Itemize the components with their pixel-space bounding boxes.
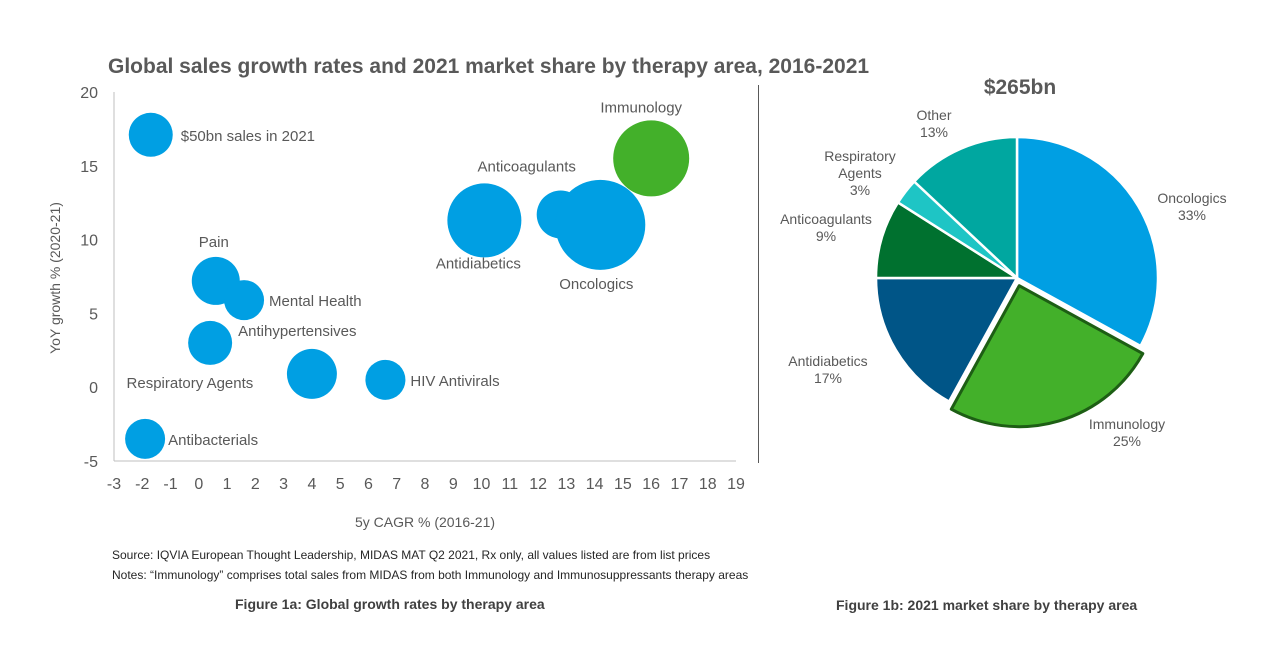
pie-label-anticoagulants: Anticoagulants 9% bbox=[780, 211, 872, 244]
x-tick-label: 11 bbox=[502, 476, 519, 493]
source-note: Source: IQVIA European Thought Leadershi… bbox=[112, 548, 711, 562]
y-tick-label: 10 bbox=[80, 233, 98, 250]
x-tick-label: 18 bbox=[699, 476, 717, 493]
bubble-label-antihypertensives: Antihypertensives bbox=[238, 323, 356, 340]
pie-slice-antidiabetics bbox=[874, 276, 1019, 403]
x-tick-label: 13 bbox=[557, 476, 575, 493]
x-tick-label: 2 bbox=[251, 476, 260, 493]
chart-title: Global sales growth rates and 2021 marke… bbox=[108, 55, 870, 78]
footnote: Notes: “Immunology” comprises total sale… bbox=[112, 568, 749, 582]
bubble-antibacterials bbox=[125, 418, 166, 459]
x-tick-label: 1 bbox=[223, 476, 232, 493]
x-tick-label: 5 bbox=[336, 476, 345, 493]
x-tick-label: -3 bbox=[107, 476, 121, 493]
x-tick-label: 10 bbox=[473, 476, 491, 493]
x-tick-label: 8 bbox=[421, 476, 430, 493]
bubble-label-oncologics: Oncologics bbox=[559, 276, 633, 293]
pie-slice-anticoagulants bbox=[874, 201, 1019, 280]
x-tick-label: 12 bbox=[529, 476, 547, 493]
x-tick-label: -1 bbox=[163, 476, 177, 493]
y-tick-label: 5 bbox=[89, 306, 98, 323]
y-tick-label: -5 bbox=[84, 454, 98, 471]
pie-label-other: Other 13% bbox=[916, 107, 951, 140]
x-tick-label: 19 bbox=[727, 476, 745, 493]
x-tick-label: 3 bbox=[279, 476, 288, 493]
x-tick-label: 15 bbox=[614, 476, 632, 493]
pie-label-respiratory-agents: Respiratory Agents 3% bbox=[824, 148, 896, 198]
x-tick-label: 6 bbox=[364, 476, 373, 493]
scatter-bubbles bbox=[125, 112, 690, 459]
bubble-label-mental-health: Mental Health bbox=[269, 293, 362, 310]
x-tick-label: 14 bbox=[586, 476, 604, 493]
x-tick-label: 16 bbox=[642, 476, 660, 493]
bubble-antidiabetics bbox=[447, 183, 522, 258]
figure-1b-caption: Figure 1b: 2021 market share by therapy … bbox=[836, 597, 1138, 613]
x-tick-label: 9 bbox=[449, 476, 458, 493]
bubble-label-anticoagulants: Anticoagulants bbox=[478, 159, 576, 176]
chart-divider bbox=[758, 85, 759, 463]
bubble-chart: -3 -2 -1 0 1 2 3 4 5 6 7 8 9 10 11 12 13 14 15 16 17 18 192015… bbox=[47, 85, 745, 530]
bubble-hiv-antivirals bbox=[365, 359, 406, 400]
bubble-label-respiratory-agents: Respiratory Agents bbox=[127, 375, 254, 392]
pie-chart: Oncologics 33% Immunology 25% Antidiabetics 1… bbox=[780, 107, 1227, 449]
x-tick-label: 17 bbox=[671, 476, 689, 493]
pie-slice-other bbox=[912, 135, 1019, 280]
bubble-label-antibacterials: Antibacterials bbox=[168, 432, 258, 449]
bubble-label-immunology: Immunology bbox=[600, 99, 682, 116]
bubble-label-hiv-antivirals: HIV Antivirals bbox=[410, 373, 499, 390]
x-axis-title: 5y CAGR % (2016-21) bbox=[355, 514, 495, 530]
pie-label-antidiabetics: Antidiabetics 17% bbox=[788, 353, 867, 386]
y-tick-label: 20 bbox=[80, 85, 98, 102]
pie-labels: Oncologics 33% Immunology 25% Antidiabetics 1… bbox=[780, 107, 1227, 449]
bubble-mental-health bbox=[224, 280, 265, 321]
legend-bubble-label: $50bn sales in 2021 bbox=[181, 128, 315, 145]
x-tick-label: 4 bbox=[307, 476, 316, 493]
bubble-label-antidiabetics: Antidiabetics bbox=[436, 255, 521, 272]
pie-label-oncologics: Oncologics 33% bbox=[1157, 190, 1226, 223]
bubble-oncologics bbox=[555, 179, 646, 270]
bubble-immunology bbox=[613, 120, 690, 197]
y-tick-label: 15 bbox=[80, 159, 98, 176]
figure-1a-caption: Figure 1a: Global growth rates by therap… bbox=[235, 596, 545, 612]
bubble-antihypertensives bbox=[188, 320, 233, 365]
x-tick-label: -2 bbox=[135, 476, 149, 493]
x-tick-label: 7 bbox=[392, 476, 401, 493]
scatter-axes: -3 -2 -1 0 1 2 3 4 5 6 7 8 9 10 11 12 13 14 15 16 17 18 192015… bbox=[80, 85, 745, 493]
legend-bubble bbox=[128, 112, 173, 157]
pie-total-label: $265bn bbox=[983, 76, 1057, 99]
bubble-respiratory-agents bbox=[286, 348, 337, 399]
x-tick-label: 0 bbox=[194, 476, 203, 493]
pie-label-immunology: Immunology 25% bbox=[1089, 416, 1165, 449]
pie-slices bbox=[874, 135, 1160, 429]
y-axis-title: YoY growth % (2020-21) bbox=[47, 202, 63, 354]
scatter-labels: $50bn sales in 2021 Pain Mental Health Anti… bbox=[127, 99, 683, 448]
pie-slice-immunology bbox=[949, 284, 1145, 429]
y-tick-label: 0 bbox=[89, 380, 98, 397]
pie-slice-oncologics bbox=[1015, 135, 1160, 348]
bubble-label-pain: Pain bbox=[199, 234, 229, 251]
